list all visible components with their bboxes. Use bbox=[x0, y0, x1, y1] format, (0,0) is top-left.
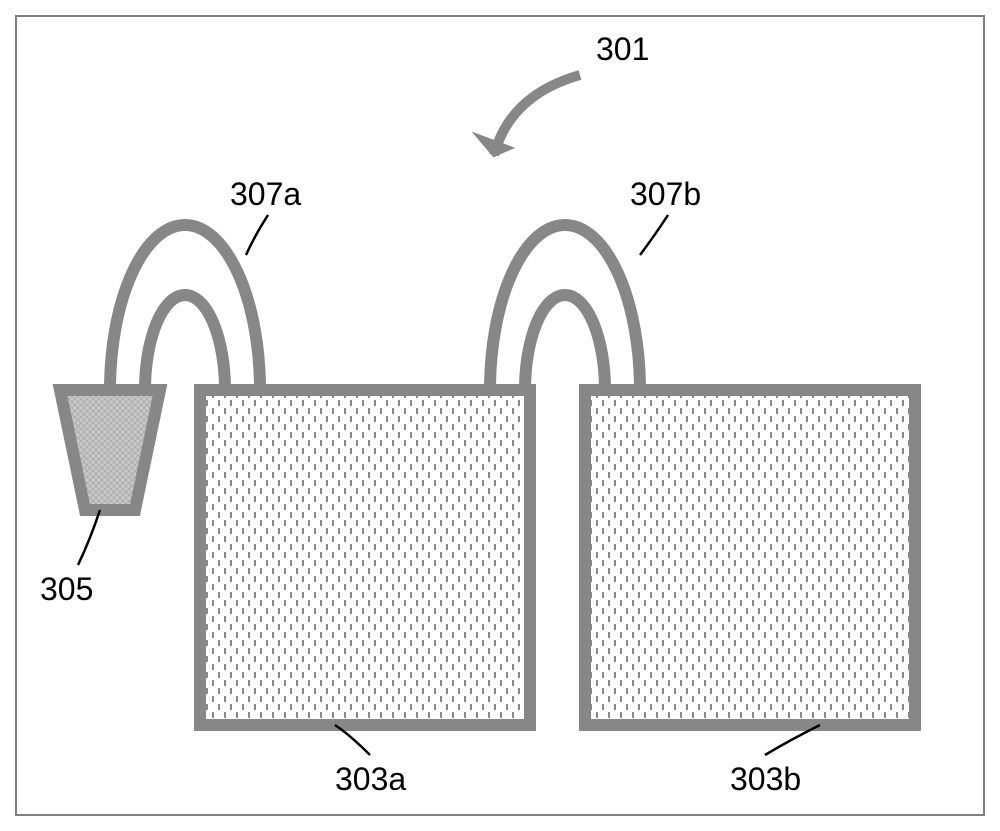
label-305: 305 bbox=[40, 571, 93, 607]
tube-outer-307a bbox=[110, 225, 260, 390]
leader-307a bbox=[246, 215, 268, 255]
tube-inner-307a bbox=[145, 295, 225, 390]
leader-305 bbox=[78, 510, 100, 565]
label-307a: 307a bbox=[230, 176, 301, 212]
tube-inner-307b bbox=[525, 295, 605, 390]
leader-307b bbox=[640, 215, 668, 255]
tank-303a bbox=[200, 390, 530, 725]
cup-305 bbox=[60, 390, 160, 510]
label-303a: 303a bbox=[335, 761, 406, 797]
label-303b: 303b bbox=[730, 761, 801, 797]
diagram-canvas: 301 307a 307b 303a 303b 305 bbox=[0, 0, 1000, 831]
tank-303b bbox=[585, 390, 915, 725]
figure-ref-arrowhead bbox=[478, 136, 510, 155]
label-301: 301 bbox=[596, 31, 649, 67]
figure-ref-arrow bbox=[494, 75, 580, 155]
tube-outer-307b bbox=[490, 225, 640, 390]
label-307b: 307b bbox=[630, 176, 701, 212]
